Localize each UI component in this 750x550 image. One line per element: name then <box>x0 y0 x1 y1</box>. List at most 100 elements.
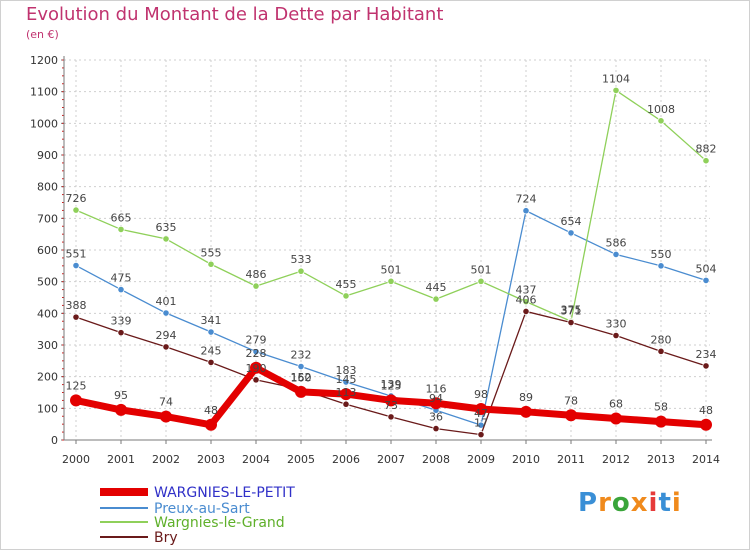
data-label-2: 533 <box>291 253 312 266</box>
x-tick-label: 2001 <box>107 453 135 466</box>
logo-letter: o <box>611 488 631 518</box>
series-point-2 <box>702 157 710 165</box>
x-tick-label: 2005 <box>287 453 315 466</box>
data-label-3: 339 <box>111 315 132 328</box>
data-label-1: 475 <box>111 272 132 285</box>
data-label-2: 635 <box>156 221 177 234</box>
axes: 0 100 200 300 400 500 600 700 800 900 1000 1100 1200… <box>30 54 720 466</box>
data-label-2: 486 <box>246 268 267 281</box>
y-tick-label: 1000 <box>30 117 58 130</box>
series-point-3 <box>477 431 485 439</box>
legend-label: Preux-au-Sart <box>154 501 250 517</box>
series-point-3 <box>207 358 215 367</box>
series-point-0 <box>520 405 532 418</box>
data-label-2: 726 <box>66 192 87 205</box>
series-point-0 <box>250 361 262 374</box>
series-point-1 <box>297 362 305 371</box>
series-point-1 <box>702 276 710 284</box>
data-label-1: 279 <box>246 334 267 347</box>
series-point-1 <box>72 261 80 270</box>
logo-letter: x <box>630 488 649 518</box>
series-point-2 <box>207 260 215 268</box>
x-tick-label: 2006 <box>332 453 360 466</box>
series-point-2 <box>432 295 440 303</box>
data-label-2: 501 <box>471 263 492 276</box>
data-label-2: 555 <box>201 246 222 259</box>
data-label-0: 228 <box>246 347 267 360</box>
x-tick-label: 2003 <box>197 453 225 466</box>
data-label-1: 724 <box>516 193 537 206</box>
y-tick-label: 1100 <box>30 86 58 99</box>
data-label-3: 113 <box>336 386 357 399</box>
series-point-0 <box>160 410 172 423</box>
logo-letter: r <box>598 488 612 518</box>
data-label-1: 183 <box>336 364 357 377</box>
data-label-1: 341 <box>201 314 222 327</box>
data-label-0: 68 <box>609 397 623 410</box>
logo-letter: i <box>648 488 659 518</box>
data-labels: 551 475 401 341 279 232 183 139 94 47 724 654 586 550… <box>66 72 717 429</box>
data-label-3: 73 <box>384 399 398 412</box>
data-label-1: 551 <box>66 248 87 261</box>
data-label-2: 445 <box>426 281 447 294</box>
data-label-2: 375 <box>561 303 582 316</box>
data-label-1: 232 <box>291 349 312 362</box>
x-tick-label: 2000 <box>62 453 90 466</box>
series-point-1 <box>207 328 215 336</box>
y-tick-label: 600 <box>37 244 58 257</box>
data-label-1: 401 <box>156 295 177 308</box>
series-point-1 <box>612 250 620 259</box>
x-tick-label: 2002 <box>152 453 180 466</box>
data-label-3: 36 <box>429 411 443 424</box>
logo-letter: i <box>671 488 682 518</box>
data-label-0: 125 <box>381 379 402 392</box>
data-label-0: 116 <box>426 382 447 395</box>
chart-title: Evolution du Montant de la Dette par Hab… <box>26 4 444 25</box>
data-label-3: 294 <box>156 329 177 342</box>
logo-letter: P <box>578 488 599 518</box>
series-point-1 <box>342 378 350 386</box>
data-label-3: 17 <box>474 417 488 430</box>
logo-letter: t <box>658 488 672 518</box>
series-point-3 <box>252 376 260 384</box>
series-point-3 <box>702 362 710 370</box>
y-tick-label: 400 <box>37 307 58 320</box>
series-point-3 <box>612 331 620 340</box>
proxiti-logo: Proxiti <box>578 488 682 518</box>
series-point-2 <box>387 277 395 285</box>
series-point-2 <box>117 225 125 234</box>
data-label-2: 501 <box>381 263 402 276</box>
series-point-0 <box>385 394 397 407</box>
series-point-3 <box>162 343 170 351</box>
data-label-0: 98 <box>474 388 488 401</box>
data-label-3: 406 <box>516 293 537 306</box>
y-tick-label: 200 <box>37 371 58 384</box>
data-label-0: 145 <box>336 373 357 386</box>
series-point-3 <box>522 307 530 316</box>
legend: WARGNIES-LE-PETITPreux-au-SartWargnies-l… <box>100 485 295 546</box>
series-point-0 <box>70 394 82 407</box>
data-label-0: 48 <box>204 404 218 417</box>
legend-label: Wargnies-le-Grand <box>154 515 285 531</box>
series-point-0 <box>475 402 487 415</box>
x-tick-label: 2012 <box>602 453 630 466</box>
series-point-0 <box>205 418 217 431</box>
x-tick-label: 2008 <box>422 453 450 466</box>
data-label-0: 74 <box>159 396 173 409</box>
series-point-3 <box>657 347 665 355</box>
series-point-1 <box>657 262 665 270</box>
data-label-0: 48 <box>699 404 713 417</box>
data-label-2: 437 <box>516 284 537 297</box>
series-point-0 <box>610 412 622 425</box>
series-point-0 <box>295 385 307 398</box>
series-point-2 <box>522 298 530 306</box>
y-tick-label: 100 <box>37 402 58 415</box>
series-point-0 <box>340 388 352 401</box>
data-label-3: 160 <box>291 371 312 384</box>
y-tick-label: 300 <box>37 339 58 352</box>
series-point-0 <box>115 403 127 416</box>
x-tick-label: 2009 <box>467 453 495 466</box>
series-point-1 <box>567 229 575 237</box>
data-label-0: 95 <box>114 389 128 402</box>
